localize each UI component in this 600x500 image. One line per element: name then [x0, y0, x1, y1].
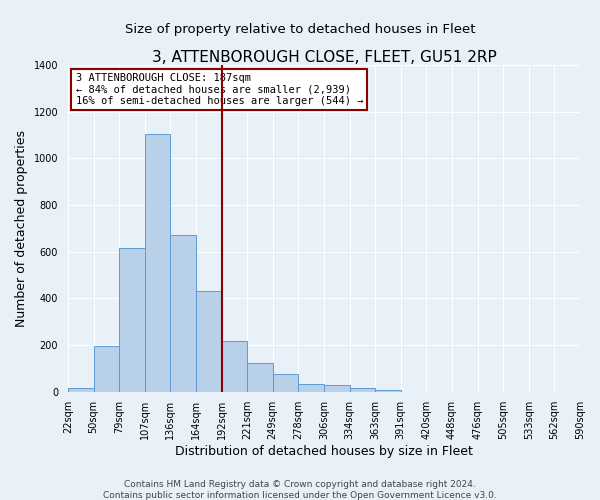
Bar: [247, 362, 273, 392]
Bar: [350, 388, 375, 392]
Bar: [273, 374, 298, 392]
Text: Size of property relative to detached houses in Fleet: Size of property relative to detached ho…: [125, 22, 475, 36]
Text: 3 ATTENBOROUGH CLOSE: 187sqm
← 84% of detached houses are smaller (2,939)
16% of: 3 ATTENBOROUGH CLOSE: 187sqm ← 84% of de…: [76, 73, 363, 106]
Bar: [145, 134, 170, 392]
Bar: [196, 292, 221, 392]
Bar: [170, 236, 196, 392]
Bar: [94, 346, 119, 392]
Bar: [298, 384, 324, 392]
Bar: [324, 386, 350, 392]
Bar: [375, 390, 401, 392]
Y-axis label: Number of detached properties: Number of detached properties: [15, 130, 28, 327]
Bar: [68, 388, 94, 392]
Title: 3, ATTENBOROUGH CLOSE, FLEET, GU51 2RP: 3, ATTENBOROUGH CLOSE, FLEET, GU51 2RP: [152, 50, 496, 65]
Bar: [221, 340, 247, 392]
Text: Contains HM Land Registry data © Crown copyright and database right 2024.
Contai: Contains HM Land Registry data © Crown c…: [103, 480, 497, 500]
X-axis label: Distribution of detached houses by size in Fleet: Distribution of detached houses by size …: [175, 444, 473, 458]
Bar: [119, 248, 145, 392]
